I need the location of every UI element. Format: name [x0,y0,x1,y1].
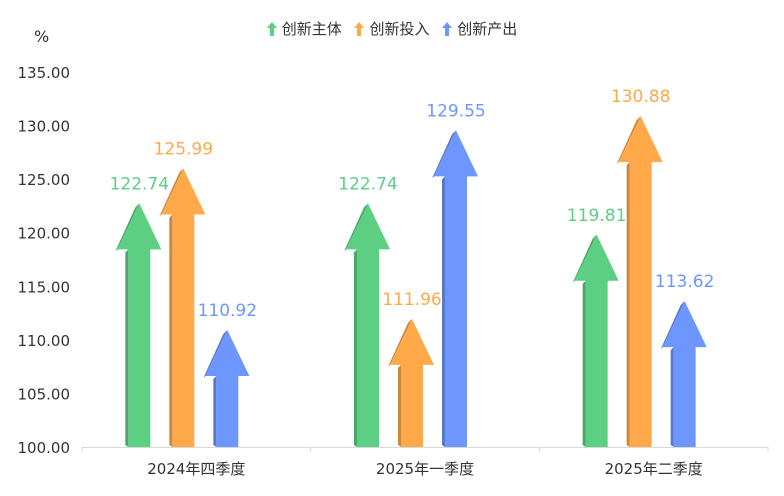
y-tick-label: 100.00 [18,439,71,457]
arrow-bar [115,203,162,447]
legend-label-series-1: 创新主体 [281,20,342,38]
arrow-body [662,301,707,447]
y-tick-label: 130.00 [18,118,71,136]
arrow-bar [344,203,390,447]
y-tick-label: 115.00 [18,278,71,296]
arrow-bar [572,234,619,447]
data-label: 111.96 [382,290,441,310]
arrow-shadow [616,116,641,448]
arrow-bar [159,168,206,448]
data-label: 122.74 [110,174,169,194]
legend-item-series-3[interactable]: 创新产出 [442,18,517,39]
arrow-bar [432,130,478,447]
arrow-shadow [660,301,685,447]
data-label: 129.55 [426,101,485,121]
data-label: 122.74 [338,174,397,194]
arrow-bar [388,318,434,447]
arrow-body [390,318,434,447]
y-tick-label: 105.00 [18,385,71,403]
data-label: 110.92 [198,301,257,321]
arrow-bar [660,301,707,447]
x-tick-label: 2024年四季度 [147,460,245,478]
arrow-icon [354,21,365,36]
data-label: 113.62 [655,272,714,292]
arrow-shadow [115,203,140,447]
y-axis-unit: % [34,27,49,46]
legend-label-series-2: 创新投入 [369,20,430,38]
x-tick-label: 2025年一季度 [376,460,474,478]
arrow-body [205,330,250,447]
data-label: 125.99 [154,140,213,160]
y-tick-label: 110.00 [18,332,71,350]
y-tick-label: 120.00 [18,225,71,243]
arrow-shadow [159,168,184,448]
arrow-bar [616,116,663,448]
arrow-shadow [203,330,228,447]
x-tick-label: 2025年二季度 [605,460,703,478]
legend-item-series-1[interactable]: 创新主体 [266,18,342,39]
data-label: 119.81 [567,206,626,226]
arrow-shadow [388,318,412,447]
arrow-body [117,203,162,447]
arrow-shadow [572,234,597,447]
legend-item-series-2[interactable]: 创新投入 [354,18,430,39]
y-tick-label: 135.00 [18,64,71,82]
legend: 创新主体 创新投入 创新产出 [0,18,784,40]
arrow-icon [266,21,277,36]
arrow-body [434,130,478,447]
arrow-icon [442,21,453,36]
y-tick-label: 125.00 [18,171,71,189]
arrow-shadow [432,130,456,447]
data-label: 130.88 [611,87,670,107]
arrow-body [346,203,390,447]
legend-label-series-3: 创新产出 [457,20,518,38]
arrow-bar [203,330,250,447]
arrow-shadow [344,203,368,447]
